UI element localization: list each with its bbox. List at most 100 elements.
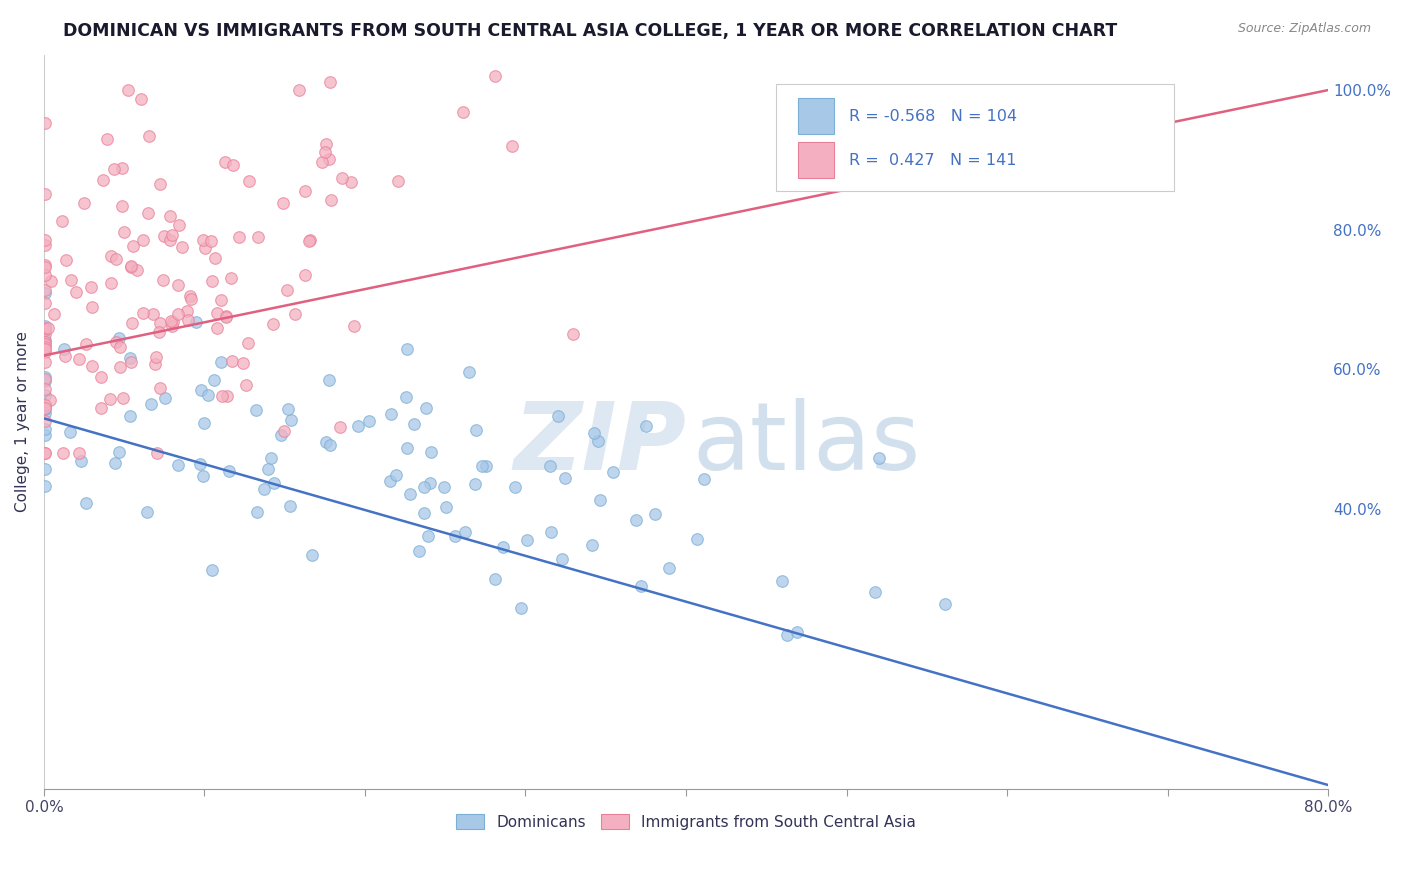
- Point: [228, 229, 250, 244]
- Point: [34, 286, 56, 301]
- Point: [34, 375, 56, 389]
- Point: [162, 315, 184, 329]
- Point: [149, 317, 172, 331]
- Point: [103, 162, 125, 177]
- Point: [540, 524, 562, 539]
- Point: [100, 276, 122, 290]
- Point: [205, 306, 228, 320]
- Point: [218, 464, 240, 478]
- Point: [121, 238, 143, 252]
- Point: [136, 206, 159, 220]
- Point: [34, 334, 56, 349]
- Point: [34, 401, 56, 416]
- Legend: Dominicans, Immigrants from South Central Asia: Dominicans, Immigrants from South Centra…: [450, 807, 922, 836]
- Point: [395, 390, 418, 404]
- Point: [55, 252, 77, 267]
- Point: [644, 508, 666, 522]
- Point: [474, 458, 496, 473]
- Point: [180, 293, 202, 307]
- Point: [34, 387, 56, 401]
- Point: [34, 237, 56, 252]
- Point: [415, 401, 437, 416]
- Point: [65, 285, 87, 299]
- Point: [215, 310, 238, 324]
- Point: [396, 442, 419, 456]
- Point: [67, 352, 90, 367]
- Y-axis label: College, 1 year or more: College, 1 year or more: [15, 331, 30, 512]
- Point: [464, 477, 486, 491]
- Point: [934, 597, 956, 611]
- Point: [330, 170, 353, 185]
- Point: [451, 105, 474, 120]
- Point: [215, 309, 238, 323]
- Point: [118, 351, 141, 365]
- Point: [138, 129, 160, 144]
- Point: [34, 462, 56, 476]
- Point: [581, 538, 603, 552]
- Point: [538, 458, 561, 473]
- Point: [232, 356, 254, 370]
- Point: [104, 457, 127, 471]
- Point: [112, 225, 135, 239]
- Point: [346, 419, 368, 434]
- Point: [273, 425, 295, 439]
- Point: [516, 533, 538, 548]
- Point: [454, 525, 477, 540]
- Point: [219, 270, 242, 285]
- Point: [136, 505, 159, 519]
- Point: [418, 529, 440, 543]
- Point: [319, 438, 342, 452]
- Point: [139, 397, 162, 411]
- Point: [34, 414, 56, 428]
- Point: [602, 465, 624, 479]
- Point: [686, 533, 709, 547]
- Point: [111, 198, 134, 212]
- Point: [294, 268, 316, 282]
- Point: [193, 416, 215, 430]
- Point: [34, 260, 56, 275]
- Point: [238, 174, 260, 188]
- Point: [96, 132, 118, 146]
- Point: [90, 401, 112, 416]
- Point: [110, 360, 132, 375]
- Point: [201, 274, 224, 288]
- Point: [222, 158, 245, 172]
- Point: [42, 307, 65, 321]
- Point: [276, 283, 298, 297]
- Point: [510, 601, 533, 615]
- Point: [191, 233, 214, 247]
- Point: [658, 560, 681, 574]
- Point: [67, 446, 90, 460]
- Point: [34, 337, 56, 351]
- Point: [153, 229, 176, 244]
- Point: [117, 83, 139, 97]
- Point: [201, 563, 224, 577]
- Point: [98, 392, 121, 406]
- Point: [588, 434, 610, 448]
- Point: [413, 506, 436, 520]
- Point: [551, 552, 574, 566]
- Point: [145, 350, 167, 364]
- Point: [153, 391, 176, 405]
- Point: [80, 300, 103, 314]
- Point: [278, 499, 301, 513]
- Point: [34, 446, 56, 460]
- Point: [120, 260, 142, 274]
- Point: [34, 340, 56, 354]
- Point: [271, 196, 294, 211]
- Point: [132, 233, 155, 247]
- Point: [39, 274, 62, 288]
- Point: [280, 413, 302, 427]
- Point: [259, 450, 281, 465]
- Text: DOMINICAN VS IMMIGRANTS FROM SOUTH CENTRAL ASIA COLLEGE, 1 YEAR OR MORE CORRELAT: DOMINICAN VS IMMIGRANTS FROM SOUTH CENTR…: [63, 22, 1118, 40]
- Point: [589, 492, 612, 507]
- Point: [34, 398, 56, 412]
- Point: [34, 406, 56, 420]
- Text: atlas: atlas: [692, 398, 921, 490]
- Point: [319, 75, 342, 89]
- Point: [380, 407, 402, 421]
- Point: [59, 272, 82, 286]
- Point: [105, 252, 128, 267]
- Point: [434, 500, 457, 514]
- Point: [177, 313, 200, 327]
